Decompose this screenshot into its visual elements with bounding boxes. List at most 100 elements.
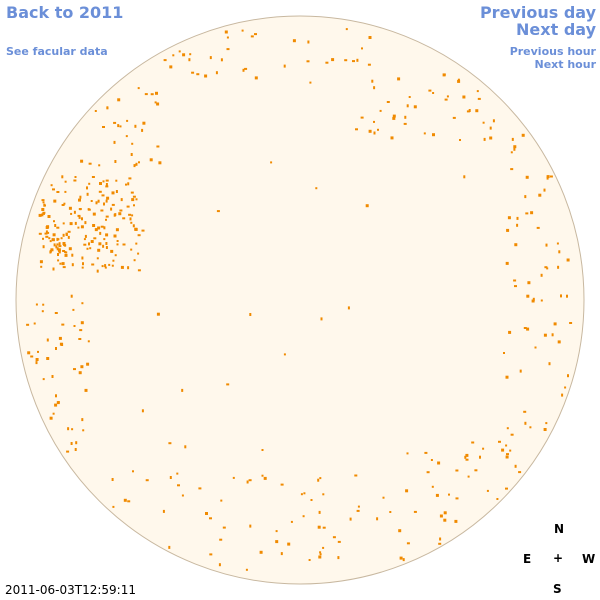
magnetic-point: [543, 428, 547, 431]
magnetic-point: [457, 79, 461, 83]
magnetic-point: [224, 30, 228, 34]
magnetic-point: [303, 492, 306, 495]
magnetic-point: [443, 518, 447, 522]
magnetic-point: [218, 563, 221, 567]
magnetic-point: [306, 60, 310, 63]
magnetic-point: [540, 299, 543, 302]
magnetic-point: [64, 180, 67, 183]
magnetic-point: [215, 71, 218, 75]
magnetic-point: [54, 224, 57, 227]
magnetic-point: [35, 303, 38, 306]
magnetic-point: [74, 221, 77, 225]
magnetic-point: [349, 517, 352, 521]
magnetic-point: [360, 116, 364, 119]
magnetic-point: [505, 375, 509, 379]
magnetic-point: [261, 474, 264, 477]
magnetic-point: [283, 353, 286, 356]
magnetic-point: [39, 260, 43, 264]
back-to-year-link[interactable]: Back to 2011: [6, 3, 124, 22]
magnetic-point: [452, 116, 456, 119]
magnetic-point: [119, 209, 123, 212]
magnetic-point: [561, 393, 564, 397]
magnetic-point: [514, 285, 517, 288]
magnetic-point: [127, 500, 131, 503]
magnetic-point: [331, 58, 335, 62]
magnetic-point: [102, 126, 105, 128]
magnetic-point: [182, 53, 186, 57]
magnetic-point: [94, 228, 98, 232]
magnetic-point: [492, 119, 495, 123]
magnetic-point: [467, 475, 470, 478]
magnetic-point: [133, 259, 136, 262]
magnetic-point: [110, 207, 113, 211]
magnetic-point: [60, 237, 63, 240]
magnetic-point: [398, 529, 402, 533]
magnetic-point: [516, 216, 519, 220]
magnetic-point: [365, 204, 369, 208]
magnetic-point: [426, 471, 430, 474]
magnetic-point: [169, 65, 173, 69]
magnetic-point: [524, 421, 527, 425]
magnetic-point: [61, 204, 65, 206]
magnetic-point: [344, 59, 348, 62]
magnetic-point: [80, 321, 84, 325]
compass-west: W: [582, 552, 596, 566]
magnetic-point: [196, 73, 200, 76]
magnetic-point: [91, 263, 95, 266]
magnetic-point: [317, 478, 320, 482]
magnetic-point: [332, 536, 336, 539]
magnetic-point: [423, 132, 426, 135]
magnetic-point: [41, 199, 45, 202]
magnetic-point: [275, 540, 279, 544]
magnetic-point: [105, 185, 109, 188]
magnetic-point: [81, 302, 84, 305]
magnetic-point: [454, 519, 458, 523]
previous-day-link[interactable]: Previous day: [479, 3, 596, 22]
magnetic-point: [226, 36, 229, 39]
magnetic-point: [58, 336, 62, 340]
magnetic-point: [307, 40, 310, 44]
magnetic-point: [62, 233, 65, 237]
magnetic-point: [513, 147, 516, 151]
magnetic-point: [73, 179, 77, 182]
next-hour-link[interactable]: Next hour: [534, 58, 597, 71]
magnetic-point: [181, 388, 184, 392]
magnetic-point: [141, 229, 145, 232]
facular-data-link[interactable]: See facular data: [6, 45, 108, 58]
magnetic-point: [101, 194, 105, 197]
magnetic-point: [130, 153, 133, 156]
magnetic-point: [113, 234, 117, 238]
magnetic-point: [309, 81, 312, 84]
magnetic-point: [527, 281, 531, 285]
next-day-link[interactable]: Next day: [516, 20, 596, 39]
previous-hour-link[interactable]: Previous hour: [509, 45, 596, 58]
magnetic-point: [134, 227, 138, 231]
magnetic-point: [466, 110, 470, 113]
magnetic-point: [86, 247, 89, 250]
magnetic-point: [521, 133, 525, 137]
magnetic-point: [198, 487, 202, 490]
magnetic-point: [78, 338, 82, 340]
magnetic-point: [566, 294, 568, 298]
magnetic-point: [115, 179, 118, 182]
magnetic-point: [149, 158, 153, 162]
magnetic-point: [508, 330, 512, 334]
magnetic-point: [126, 205, 130, 208]
magnetic-point: [438, 542, 442, 545]
magnetic-point: [42, 303, 45, 306]
magnetic-point: [42, 211, 46, 214]
magnetic-point: [65, 232, 68, 236]
magnetic-point: [84, 234, 87, 238]
magnetic-point: [244, 67, 248, 70]
magnetic-point: [64, 190, 67, 193]
magnetic-point: [80, 365, 84, 369]
magnetic-point: [137, 269, 141, 272]
magnetic-point: [483, 137, 486, 141]
magnetic-point: [73, 368, 76, 371]
magnetic-point: [489, 136, 493, 140]
magnetic-point: [145, 479, 149, 482]
magnetic-point: [141, 409, 144, 413]
magnetic-point: [280, 483, 284, 486]
magnetic-point: [102, 244, 105, 248]
magnetic-point: [53, 220, 55, 223]
